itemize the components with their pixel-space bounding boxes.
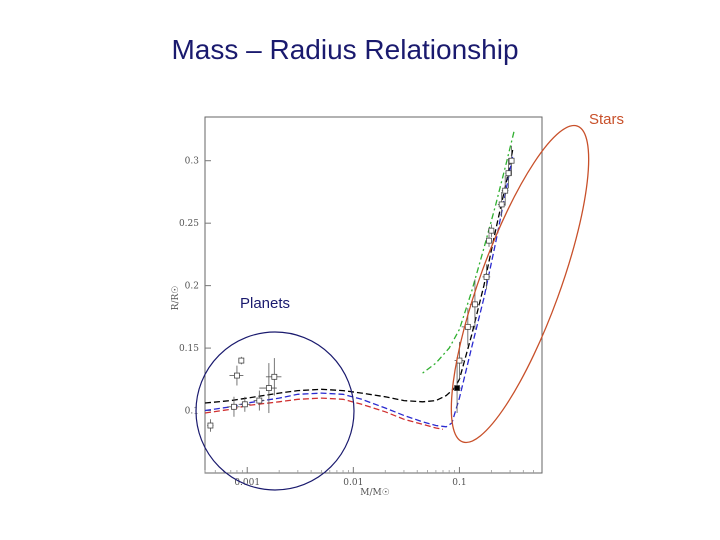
data-points [207,145,515,432]
data-point [259,363,277,414]
data-marker [502,187,509,194]
data-marker [454,385,460,391]
model-curves [204,129,516,430]
data-point [238,356,245,365]
data-marker [271,373,278,380]
data-marker [486,237,492,244]
data-point [227,396,240,417]
y-tick-label: 0.25 [179,219,199,229]
data-point [488,224,495,237]
data-marker [483,273,490,280]
data-marker [238,357,245,364]
y-tick-label: 0.2 [185,282,199,292]
data-marker [472,301,478,308]
data-marker [241,401,248,408]
plot-frame [204,116,543,474]
model-curve-3 [422,129,516,374]
data-point [505,158,512,189]
data-point [265,358,282,396]
y-axis-label: R/R☉ [171,286,181,311]
model-curve-0 [204,148,514,404]
data-marker [231,403,237,410]
data-point [469,279,480,330]
model-curve-2 [204,397,444,430]
data-marker [488,227,495,234]
data-point [508,145,515,176]
data-point [486,234,492,247]
x-tick-label: 0.1 [452,478,466,488]
y-tick-label: 0.3 [185,157,200,167]
data-point [253,390,265,411]
data-point [497,191,506,217]
data-marker [256,397,263,404]
planets-label: Planets [240,295,290,312]
y-tick-label: 0.1 [185,407,199,417]
data-marker [464,323,471,330]
data-point [453,363,461,414]
x-axis-label: M/M☉ [360,488,390,498]
axis-ticks: 0.1 0.15 0.2 0.25 0.3 0.001 0.01 0.1 [179,157,534,488]
x-tick-label: 0.01 [343,478,363,488]
stars-label: Stars [589,111,624,128]
data-point [229,365,244,386]
y-tick-label: 0.15 [179,344,199,354]
data-marker [498,201,505,208]
data-point [501,175,509,206]
x-tick-label: 0.001 [234,478,260,488]
model-curve-1 [204,154,514,428]
data-point [482,264,491,290]
stars-ellipse [450,124,590,444]
planets-circle [195,331,355,491]
slide-title: Mass – Radius Relationship [171,34,519,65]
data-point [238,396,251,412]
data-point [207,419,214,432]
data-marker [234,372,240,379]
data-marker [508,157,515,164]
data-marker [265,385,272,391]
data-marker [207,422,214,429]
data-marker [505,170,512,177]
